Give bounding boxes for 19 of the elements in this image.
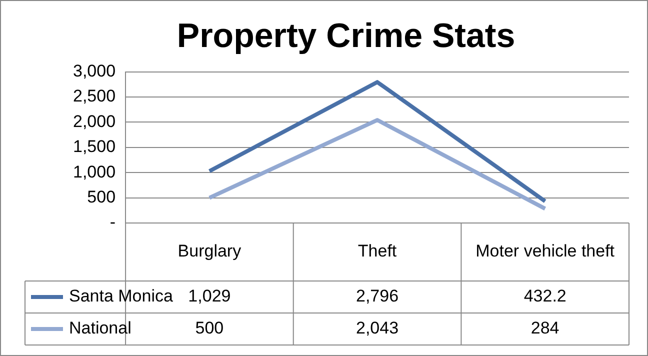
- y-tick-label: 2,500: [72, 86, 116, 106]
- x-tick-label: Theft: [358, 242, 397, 261]
- y-tick-label: 1,500: [72, 137, 116, 156]
- data-label: 284: [530, 318, 560, 338]
- y-tick-label: 1,000: [72, 162, 116, 182]
- data-label: 2,796: [356, 286, 399, 306]
- data-label: 432.2: [524, 286, 566, 306]
- legend-label: National: [69, 318, 132, 338]
- data-label: 2,043: [356, 318, 399, 338]
- y-tick-label: 3,000: [72, 61, 116, 80]
- data-label: 1,029: [188, 286, 231, 306]
- chart-title: Property Crime Stats: [176, 16, 516, 55]
- x-tick-label: Moter vehicle theft: [476, 242, 615, 261]
- legend-label: Santa Monica: [69, 286, 174, 306]
- data-label: 500: [195, 318, 224, 338]
- y-tick-label: -: [110, 212, 116, 232]
- x-tick-label: Burglary: [178, 242, 242, 261]
- y-tick-label: 2,000: [72, 112, 116, 131]
- y-tick-label: 500: [87, 187, 116, 206]
